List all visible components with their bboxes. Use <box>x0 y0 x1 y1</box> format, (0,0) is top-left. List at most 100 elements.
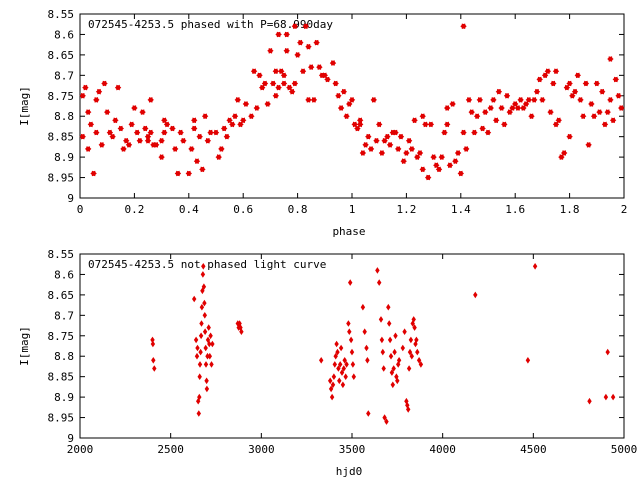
data-point <box>427 121 435 128</box>
y-tick-label: 8.95 <box>48 172 75 185</box>
data-point <box>152 365 157 372</box>
data-point <box>509 105 516 111</box>
data-point <box>419 166 426 173</box>
data-point <box>593 80 600 87</box>
x-tick-label: 5000 <box>611 443 638 456</box>
data-point <box>484 129 492 136</box>
data-point <box>585 142 592 148</box>
y-tick-label: 8.75 <box>48 90 75 103</box>
data-point <box>599 88 606 95</box>
data-point <box>329 60 337 66</box>
data-point <box>531 97 538 103</box>
data-point <box>114 84 122 91</box>
data-point <box>177 129 184 136</box>
data-point <box>604 109 611 115</box>
data-point <box>411 117 418 124</box>
data-point <box>532 263 538 270</box>
data-point <box>87 121 95 128</box>
data-point <box>340 381 346 389</box>
data-point <box>172 146 179 152</box>
data-point <box>506 109 513 115</box>
panel-phased: 072545-4253.5 phased with P=68.990day ph… <box>18 8 627 238</box>
data-point <box>283 31 290 38</box>
data-point <box>335 348 340 356</box>
data-point <box>161 117 168 124</box>
data-point <box>415 348 420 356</box>
data-point <box>425 174 432 181</box>
data-point <box>403 150 410 156</box>
data-point <box>400 344 405 352</box>
data-point <box>85 109 92 115</box>
data-point <box>541 72 549 79</box>
data-point <box>297 39 304 46</box>
data-point <box>419 113 426 119</box>
data-point <box>378 316 384 323</box>
data-points-phased <box>79 23 625 181</box>
data-point <box>342 357 347 364</box>
data-point <box>340 88 347 95</box>
data-point <box>302 23 309 29</box>
data-point <box>305 43 312 50</box>
data-point <box>408 146 415 152</box>
data-point <box>406 365 412 372</box>
data-point <box>161 129 168 136</box>
data-point <box>501 121 508 128</box>
x-axis-label-not-phased: hjd0 <box>336 465 363 478</box>
y-tick-label: 8.6 <box>54 28 74 41</box>
data-point <box>242 101 250 107</box>
data-point <box>128 121 135 128</box>
data-point <box>408 336 414 344</box>
data-point <box>550 80 557 87</box>
y-tick-label: 8.8 <box>54 110 74 123</box>
data-point <box>544 68 551 74</box>
data-point <box>596 109 603 115</box>
data-point <box>240 117 247 124</box>
data-point <box>335 93 342 99</box>
data-point <box>473 113 481 119</box>
data-point <box>208 332 213 340</box>
data-point <box>202 299 207 307</box>
data-point <box>347 328 352 335</box>
data-point <box>330 381 336 389</box>
data-point <box>310 97 318 103</box>
data-point <box>580 113 587 119</box>
x-tick-label: 1 <box>349 203 356 216</box>
data-point <box>280 80 288 87</box>
x-tick-label: 3000 <box>248 443 275 456</box>
data-point <box>346 101 353 107</box>
data-point <box>370 97 377 103</box>
data-point <box>416 150 424 156</box>
data-point <box>199 166 206 173</box>
data-point <box>106 129 114 136</box>
data-point <box>536 76 543 83</box>
data-point <box>441 129 448 136</box>
data-point <box>117 125 124 132</box>
data-point <box>444 105 451 111</box>
data-point <box>95 88 103 95</box>
data-point <box>131 105 138 111</box>
data-point <box>487 105 494 111</box>
data-point <box>409 352 414 360</box>
data-point <box>261 80 269 87</box>
data-point <box>380 348 385 356</box>
data-point <box>253 105 260 111</box>
data-point <box>337 105 345 111</box>
data-point <box>158 138 165 144</box>
data-point <box>299 68 307 74</box>
data-point <box>207 129 214 136</box>
data-point <box>196 410 201 417</box>
data-point <box>191 117 198 124</box>
data-point <box>197 393 202 401</box>
data-point <box>180 138 187 144</box>
data-point <box>350 361 356 368</box>
data-point <box>389 369 395 376</box>
data-point <box>153 142 160 148</box>
data-point <box>291 80 299 87</box>
data-point <box>473 291 478 299</box>
data-point <box>558 154 565 160</box>
data-point <box>238 324 243 331</box>
data-point <box>346 320 351 327</box>
data-point <box>375 267 380 274</box>
data-point <box>433 162 440 169</box>
data-point <box>471 129 478 136</box>
